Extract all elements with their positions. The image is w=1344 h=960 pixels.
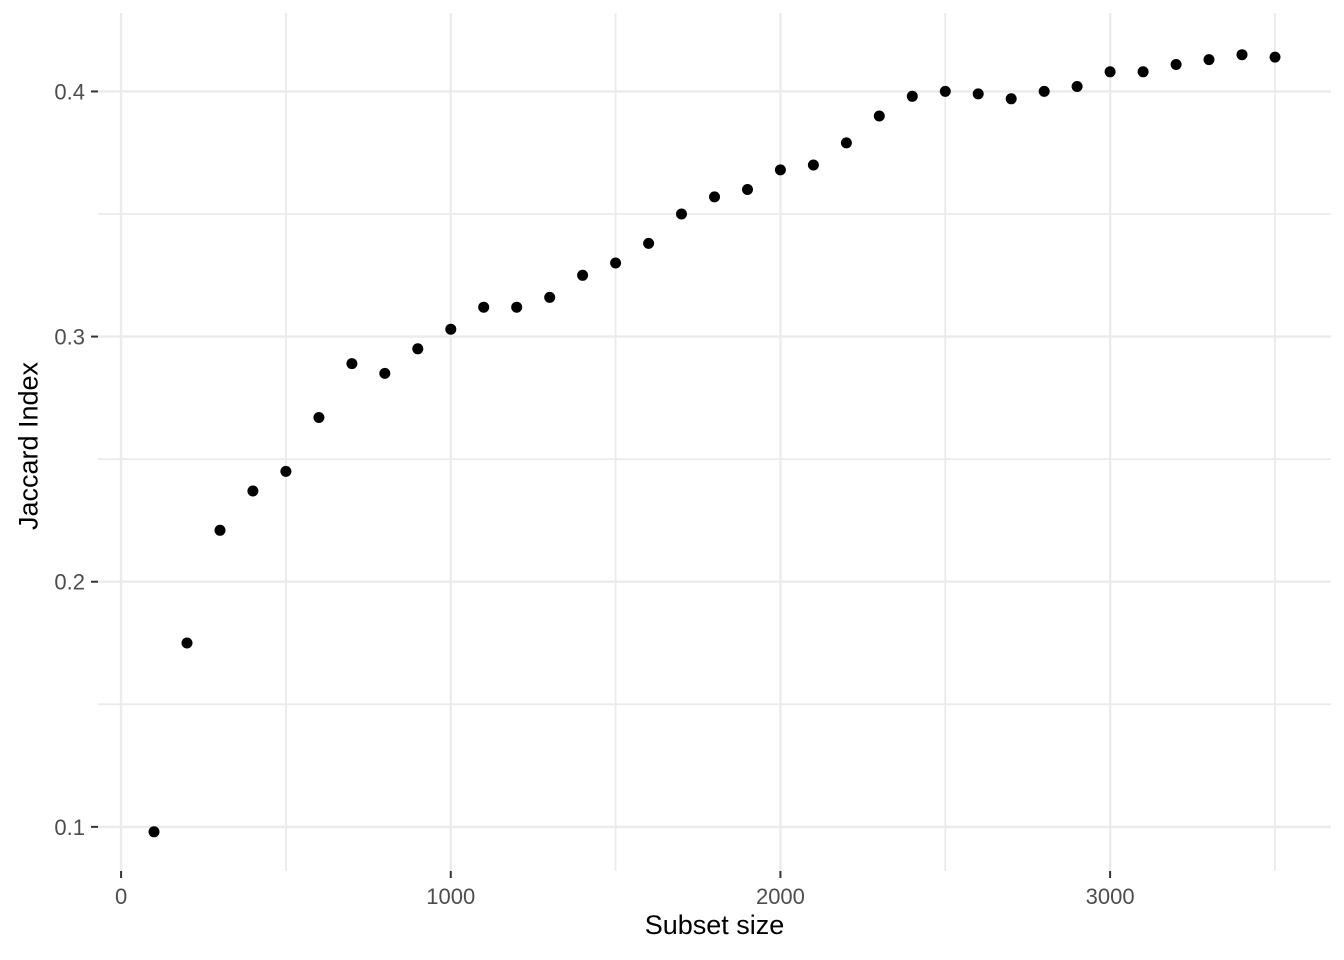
x-tick-label: 0 xyxy=(115,884,127,909)
data-point xyxy=(247,485,259,497)
data-points xyxy=(148,49,1281,838)
data-point xyxy=(939,85,951,97)
data-point xyxy=(1236,49,1248,61)
y-tick-label: 0.3 xyxy=(54,325,85,350)
x-tick-label: 2000 xyxy=(756,884,805,909)
data-point xyxy=(676,208,687,220)
data-point xyxy=(643,237,655,249)
data-point xyxy=(412,343,424,355)
data-point xyxy=(577,269,589,281)
data-point xyxy=(1071,81,1083,92)
data-point xyxy=(774,164,786,176)
data-point xyxy=(1005,93,1017,105)
data-point xyxy=(280,465,292,477)
data-point xyxy=(742,184,753,195)
y-axis-title: Jaccard Index xyxy=(13,361,44,531)
data-point xyxy=(906,90,918,102)
data-point xyxy=(181,637,193,649)
data-point xyxy=(709,191,720,203)
data-point xyxy=(1203,54,1215,66)
minor-gridlines xyxy=(98,13,1331,871)
data-point xyxy=(807,159,819,171)
y-tick-label: 0.1 xyxy=(54,815,85,840)
data-point xyxy=(478,301,490,313)
y-tick-label: 0.2 xyxy=(54,570,85,595)
x-tick-label: 1000 xyxy=(426,884,475,909)
data-point xyxy=(313,412,325,423)
data-point xyxy=(1104,66,1116,78)
data-point xyxy=(1137,66,1149,78)
axis-tick-marks xyxy=(91,90,1112,878)
data-point xyxy=(346,358,358,370)
axis-tick-labels: 0 1000 2000 3000 0.1 0.2 0.3 0.4 xyxy=(54,79,1134,909)
data-point xyxy=(873,110,885,122)
data-point xyxy=(511,301,523,313)
data-point xyxy=(1170,59,1182,70)
data-point xyxy=(1269,51,1281,63)
major-gridlines xyxy=(98,13,1331,871)
data-point xyxy=(445,323,457,335)
data-point xyxy=(148,826,160,838)
data-point xyxy=(214,524,226,536)
data-point xyxy=(610,257,622,269)
x-tick-label: 3000 xyxy=(1086,884,1135,909)
data-point xyxy=(379,367,391,379)
y-tick-label: 0.4 xyxy=(54,79,85,104)
data-point xyxy=(544,291,556,303)
data-point xyxy=(972,88,984,100)
data-point xyxy=(1038,85,1050,97)
data-point xyxy=(840,137,852,149)
x-axis-title: Subset size xyxy=(644,910,785,940)
